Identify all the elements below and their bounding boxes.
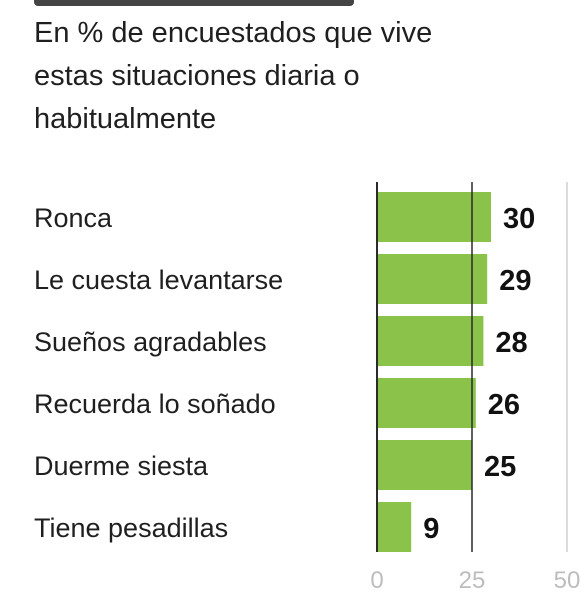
value-label: 26 [488,389,520,421]
category-label: Ronca [34,203,113,233]
x-axis-ticks: 0 25 50 [370,567,580,592]
value-labels: 30 29 28 26 25 9 [423,203,535,545]
bar [377,378,476,428]
x-tick-label: 25 [459,567,486,592]
category-label: Le cuesta levantarse [34,265,283,295]
x-tick-label: 0 [370,567,383,592]
bars [377,192,491,552]
value-label: 29 [499,265,531,297]
value-label: 9 [423,513,439,545]
category-label: Recuerda lo soñado [34,389,276,419]
category-labels: Ronca Le cuesta levantarse Sueños agradabl… [34,203,283,543]
bar [377,254,488,304]
category-label: Tiene pesadillas [34,513,228,543]
value-label: 28 [495,327,527,359]
bar [377,316,484,366]
category-label: Sueños agradables [34,327,267,357]
title-fragment [34,0,354,6]
bar [377,192,491,242]
bar [377,440,472,490]
category-label: Duerme siesta [34,451,209,481]
x-tick-label: 50 [554,567,581,592]
bar [377,502,412,552]
chart-subtitle: En % de encuestados que vive estas situa… [34,17,433,135]
value-label: 30 [503,203,535,235]
value-label: 25 [484,451,516,483]
